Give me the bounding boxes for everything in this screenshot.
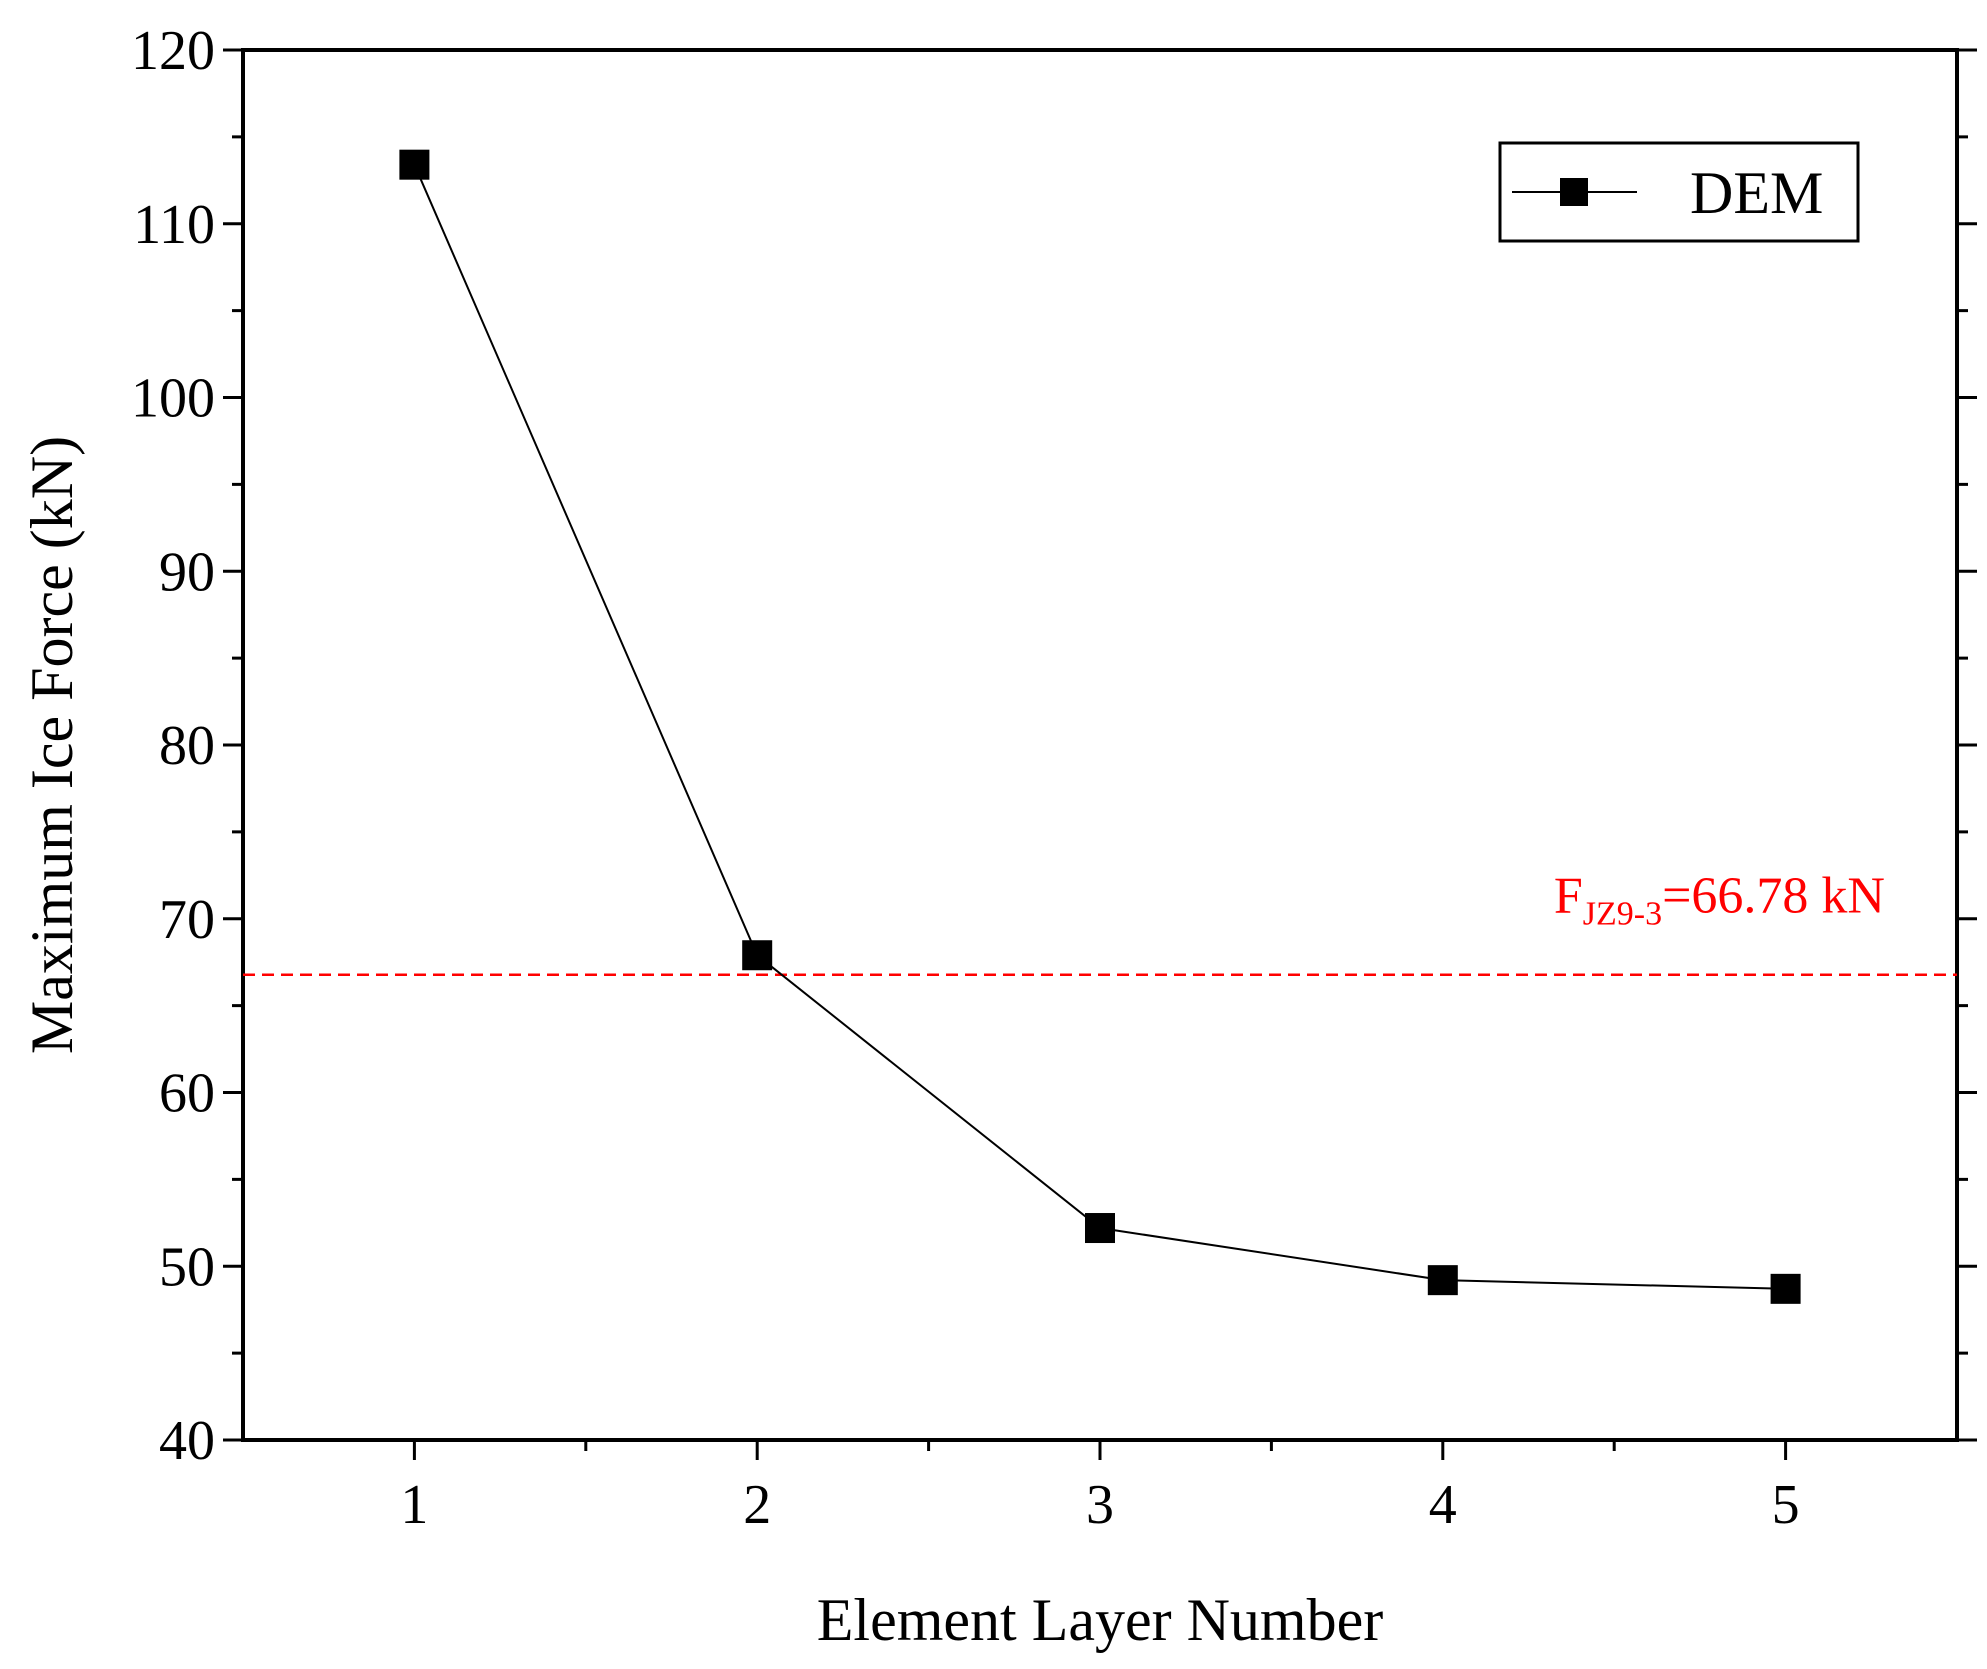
data-point: [742, 940, 773, 971]
y-tick-label: 90: [159, 541, 215, 603]
reference-line-label: FJZ9-3=66.78 kN: [1554, 868, 1885, 933]
legend-marker: [1560, 178, 1588, 206]
y-tick-label: 120: [131, 20, 215, 82]
y-tick-label: 100: [131, 368, 215, 430]
x-tick-label: 1: [400, 1474, 428, 1536]
x-tick-label: 4: [1429, 1474, 1457, 1536]
series-line: [413, 164, 1786, 1290]
y-tick-label: 70: [159, 889, 215, 951]
series-dem: [399, 149, 1801, 1304]
y-axis-ticks: 40 50 60 70 80 90 100 110 120: [131, 20, 1977, 1472]
data-point: [1427, 1265, 1458, 1296]
x-axis-title: Element Layer Number: [817, 1587, 1383, 1653]
y-tick-label: 60: [159, 1063, 215, 1125]
reference-label-main: F: [1554, 868, 1583, 925]
data-point: [1085, 1213, 1115, 1244]
data-point: [1770, 1273, 1801, 1304]
legend-label-dem: DEM: [1690, 160, 1823, 226]
y-tick-label: 40: [159, 1410, 215, 1472]
y-tick-label: 80: [159, 715, 215, 777]
x-axis-ticks: 1 2 3 4 5: [400, 1440, 1800, 1536]
data-point: [399, 149, 430, 180]
x-tick-label: 3: [1086, 1474, 1114, 1536]
x-tick-label: 2: [743, 1474, 771, 1536]
x-tick-label: 5: [1772, 1474, 1800, 1536]
y-tick-label: 50: [159, 1236, 215, 1298]
legend: DEM: [1498, 141, 1860, 243]
y-axis-title: Maximum Ice Force (kN): [19, 436, 85, 1054]
reference-label-value: =66.78 kN: [1662, 868, 1885, 925]
y-tick-label: 110: [133, 194, 215, 256]
reference-label-subscript: JZ9-3: [1583, 896, 1662, 933]
